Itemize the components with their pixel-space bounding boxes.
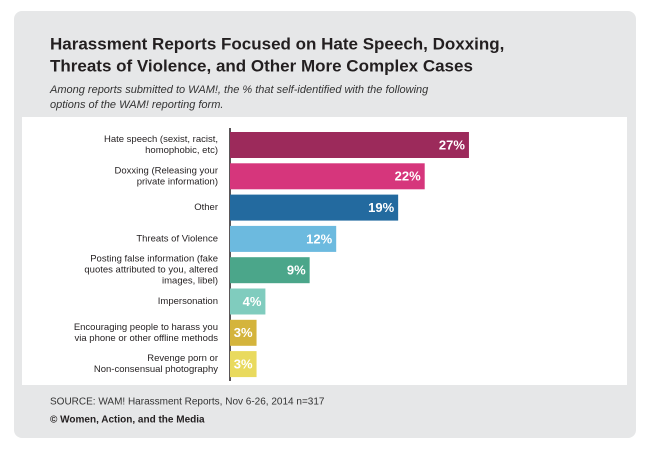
bar <box>230 163 425 190</box>
bar <box>230 225 337 252</box>
category-label: Threats of Violence <box>136 233 218 244</box>
value-label: 27% <box>439 137 465 152</box>
value-label: 4% <box>243 294 262 309</box>
category-label: Doxxing (Releasing your <box>115 165 219 176</box>
category-label: quotes attributed to you, altered <box>84 265 218 276</box>
bar <box>230 351 257 378</box>
subtitle: Among reports submitted to WAM!, the % t… <box>49 84 429 96</box>
bar <box>230 288 266 315</box>
category-label: Non-consensual photography <box>94 364 218 375</box>
chart-title: Threats of Violence, and Other More Comp… <box>50 56 473 75</box>
category-label: via phone or other offline methods <box>75 333 219 344</box>
bar <box>230 194 399 221</box>
credit: © Women, Action, and the Media <box>50 415 205 426</box>
value-label: 19% <box>368 200 394 215</box>
category-label: Hate speech (sexist, racist, <box>104 134 218 145</box>
chart-title: Harassment Reports Focused on Hate Speec… <box>50 34 504 53</box>
bar <box>230 319 257 346</box>
category-label: Impersonation <box>158 296 218 307</box>
value-label: 3% <box>234 325 253 340</box>
value-label: 9% <box>287 263 306 278</box>
source: SOURCE: WAM! Harassment Reports, Nov 6-2… <box>50 397 325 408</box>
value-label: 12% <box>306 231 332 246</box>
category-label: images, libel) <box>162 276 218 287</box>
category-label: Posting false information (fake <box>90 254 218 265</box>
bar <box>230 257 310 284</box>
category-label: private information) <box>137 176 218 187</box>
bar <box>230 132 469 158</box>
value-label: 22% <box>395 169 421 184</box>
category-label: Other <box>194 202 218 213</box>
subtitle: options of the WAM! reporting form. <box>50 99 223 111</box>
category-label: Revenge porn or <box>147 353 218 364</box>
category-label: homophobic, etc) <box>145 145 218 156</box>
category-label: Encouraging people to harass you <box>74 322 218 333</box>
value-label: 3% <box>234 357 253 372</box>
